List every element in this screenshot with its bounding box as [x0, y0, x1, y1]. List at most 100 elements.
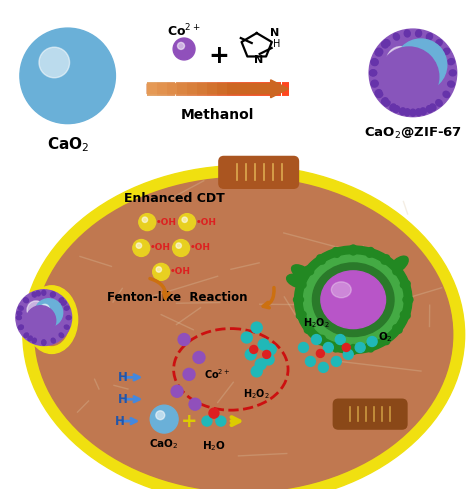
Text: •OH: •OH: [150, 244, 171, 252]
Ellipse shape: [376, 48, 383, 54]
Ellipse shape: [401, 280, 410, 289]
Circle shape: [35, 299, 63, 327]
Circle shape: [20, 28, 115, 123]
Ellipse shape: [28, 336, 32, 341]
Circle shape: [342, 343, 350, 351]
Circle shape: [153, 264, 170, 280]
Ellipse shape: [403, 296, 413, 304]
Ellipse shape: [390, 104, 396, 111]
Ellipse shape: [312, 263, 394, 337]
Ellipse shape: [296, 311, 306, 319]
Ellipse shape: [59, 333, 64, 338]
Ellipse shape: [366, 342, 374, 352]
Ellipse shape: [42, 290, 46, 295]
Ellipse shape: [436, 40, 442, 46]
Ellipse shape: [376, 91, 383, 98]
Ellipse shape: [393, 33, 400, 40]
Circle shape: [27, 301, 45, 319]
Ellipse shape: [42, 340, 46, 345]
Circle shape: [251, 366, 262, 377]
Ellipse shape: [26, 286, 78, 353]
Ellipse shape: [371, 80, 378, 86]
Text: Co$^{2+}$: Co$^{2+}$: [167, 23, 201, 40]
Ellipse shape: [294, 246, 412, 353]
Ellipse shape: [321, 271, 385, 329]
Ellipse shape: [32, 292, 36, 297]
Circle shape: [311, 335, 321, 344]
Ellipse shape: [24, 298, 28, 303]
Text: H$_2$O: H$_2$O: [202, 439, 226, 453]
Ellipse shape: [447, 81, 455, 87]
Ellipse shape: [24, 298, 28, 302]
Circle shape: [343, 349, 353, 360]
Circle shape: [176, 243, 182, 248]
FancyBboxPatch shape: [219, 156, 299, 188]
Circle shape: [26, 306, 56, 336]
Text: •OH: •OH: [190, 244, 211, 252]
Text: Fenton-like  Reaction: Fenton-like Reaction: [107, 291, 247, 304]
Text: H$_2$O$_2$: H$_2$O$_2$: [243, 387, 270, 401]
Ellipse shape: [382, 42, 388, 48]
Circle shape: [189, 398, 201, 410]
Circle shape: [317, 349, 324, 357]
Circle shape: [136, 243, 142, 248]
Circle shape: [183, 368, 195, 380]
Text: O$_2$: O$_2$: [378, 331, 393, 344]
Circle shape: [179, 214, 195, 231]
Circle shape: [142, 217, 147, 222]
FancyArrow shape: [147, 80, 289, 98]
Ellipse shape: [427, 33, 433, 40]
Ellipse shape: [287, 274, 308, 288]
Ellipse shape: [332, 247, 340, 257]
Circle shape: [178, 334, 190, 345]
Ellipse shape: [35, 177, 453, 490]
Ellipse shape: [17, 311, 22, 315]
Ellipse shape: [59, 298, 64, 302]
Ellipse shape: [420, 108, 426, 115]
Text: N: N: [254, 55, 264, 65]
Text: Enhanced CDT: Enhanced CDT: [124, 192, 225, 205]
Circle shape: [245, 349, 256, 360]
Ellipse shape: [18, 325, 23, 329]
Ellipse shape: [447, 59, 455, 65]
Ellipse shape: [383, 99, 390, 106]
Circle shape: [258, 339, 269, 350]
Circle shape: [133, 240, 150, 256]
Ellipse shape: [371, 60, 378, 66]
Ellipse shape: [51, 338, 55, 343]
Circle shape: [263, 350, 271, 358]
Ellipse shape: [42, 340, 46, 345]
Ellipse shape: [292, 265, 311, 280]
Ellipse shape: [393, 266, 402, 275]
Ellipse shape: [443, 91, 450, 98]
Circle shape: [335, 335, 345, 344]
Ellipse shape: [36, 291, 40, 296]
Circle shape: [255, 359, 266, 370]
Ellipse shape: [375, 90, 382, 96]
Circle shape: [299, 343, 309, 352]
Ellipse shape: [303, 255, 403, 344]
Ellipse shape: [383, 40, 390, 46]
FancyBboxPatch shape: [333, 399, 407, 429]
Circle shape: [241, 332, 252, 343]
Ellipse shape: [410, 109, 416, 116]
Circle shape: [39, 47, 70, 78]
Circle shape: [182, 217, 187, 222]
Text: +: +: [181, 412, 197, 431]
Circle shape: [323, 343, 333, 352]
Ellipse shape: [381, 255, 390, 264]
Ellipse shape: [332, 342, 340, 352]
Ellipse shape: [443, 48, 450, 54]
Ellipse shape: [400, 108, 406, 115]
Text: H: H: [118, 371, 128, 384]
Circle shape: [150, 405, 178, 433]
Ellipse shape: [382, 98, 388, 104]
Ellipse shape: [331, 282, 351, 298]
Circle shape: [369, 29, 456, 117]
Ellipse shape: [293, 296, 303, 304]
Ellipse shape: [404, 109, 410, 116]
Text: •OH: •OH: [196, 218, 217, 226]
Circle shape: [202, 416, 212, 426]
Ellipse shape: [64, 306, 69, 310]
Ellipse shape: [393, 324, 402, 333]
